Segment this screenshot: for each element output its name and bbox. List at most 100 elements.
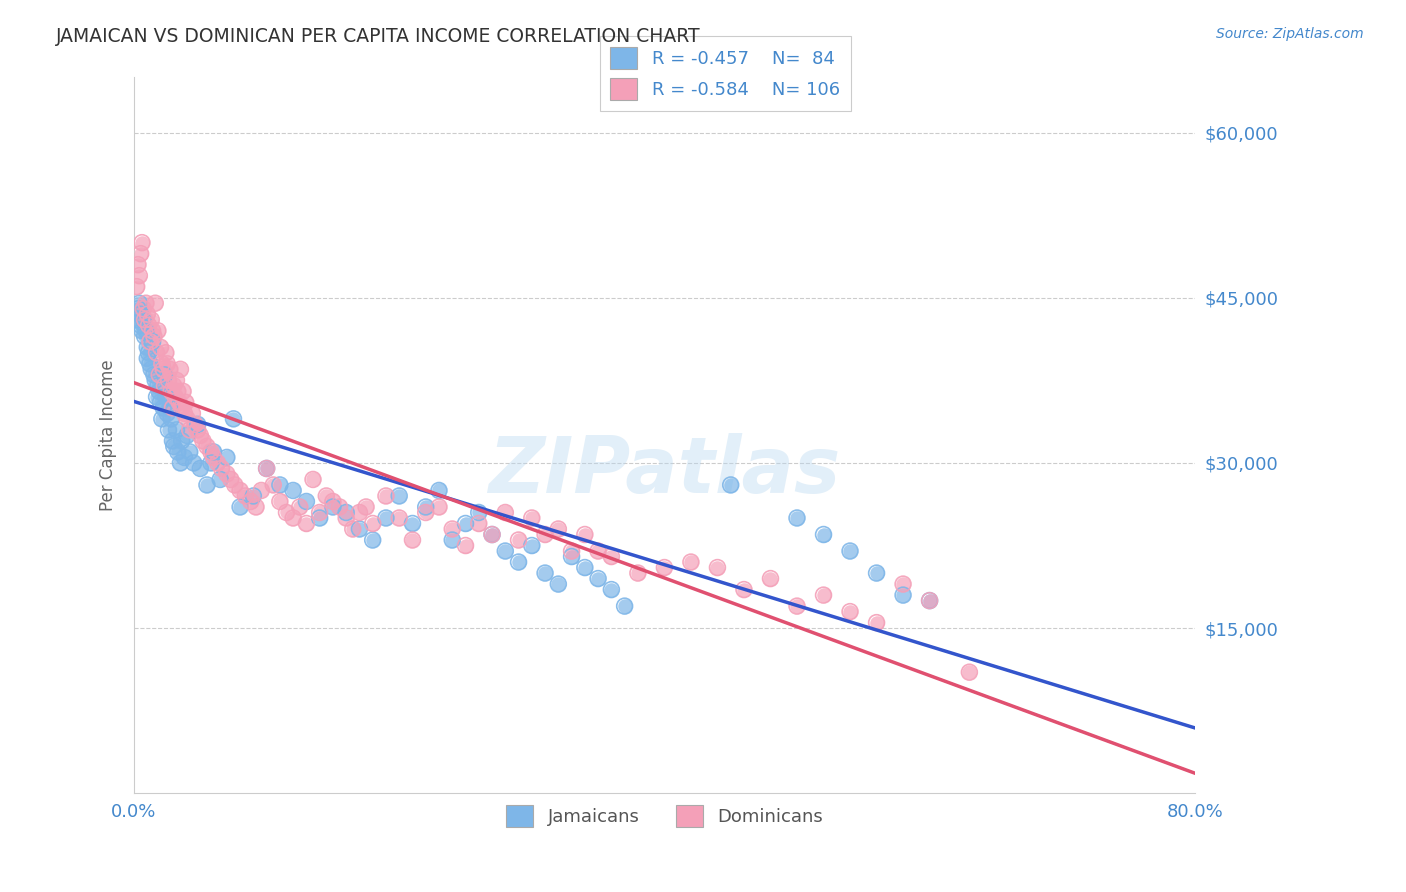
- Point: [415, 500, 437, 514]
- Point: [361, 516, 384, 531]
- Point: [627, 566, 650, 580]
- Point: [561, 544, 583, 558]
- Point: [235, 489, 257, 503]
- Point: [361, 533, 384, 547]
- Point: [129, 318, 152, 333]
- Point: [600, 582, 623, 597]
- Point: [143, 296, 166, 310]
- Point: [427, 483, 450, 498]
- Point: [142, 368, 165, 382]
- Point: [167, 395, 190, 409]
- Point: [574, 560, 596, 574]
- Point: [627, 566, 650, 580]
- Point: [200, 445, 222, 459]
- Point: [166, 373, 188, 387]
- Point: [136, 307, 159, 321]
- Y-axis label: Per Capita Income: Per Capita Income: [100, 359, 117, 511]
- Point: [335, 506, 357, 520]
- Point: [129, 307, 152, 321]
- Point: [146, 379, 169, 393]
- Point: [302, 473, 325, 487]
- Point: [139, 357, 162, 371]
- Point: [586, 544, 609, 558]
- Point: [202, 445, 225, 459]
- Point: [865, 615, 887, 630]
- Point: [200, 456, 222, 470]
- Point: [142, 334, 165, 349]
- Point: [141, 312, 163, 326]
- Point: [262, 478, 284, 492]
- Point: [160, 412, 183, 426]
- Point: [131, 235, 153, 250]
- Point: [202, 450, 225, 465]
- Point: [146, 324, 169, 338]
- Point: [136, 340, 159, 354]
- Point: [586, 572, 609, 586]
- Point: [125, 279, 148, 293]
- Point: [179, 423, 201, 437]
- Point: [654, 560, 676, 574]
- Point: [128, 268, 150, 283]
- Point: [508, 533, 530, 547]
- Point: [155, 390, 177, 404]
- Point: [159, 362, 181, 376]
- Point: [354, 500, 377, 514]
- Point: [441, 533, 464, 547]
- Point: [281, 483, 304, 498]
- Point: [222, 412, 245, 426]
- Point: [586, 572, 609, 586]
- Point: [132, 312, 155, 326]
- Point: [415, 506, 437, 520]
- Point: [891, 577, 914, 591]
- Point: [454, 539, 477, 553]
- Point: [427, 500, 450, 514]
- Point: [136, 351, 159, 366]
- Point: [129, 318, 152, 333]
- Point: [135, 324, 157, 338]
- Point: [342, 522, 364, 536]
- Point: [148, 384, 170, 399]
- Point: [839, 605, 862, 619]
- Point: [139, 357, 162, 371]
- Point: [401, 516, 423, 531]
- Point: [131, 324, 153, 338]
- Point: [520, 511, 543, 525]
- Point: [156, 406, 179, 420]
- Point: [152, 362, 174, 376]
- Point: [156, 357, 179, 371]
- Point: [179, 445, 201, 459]
- Point: [375, 511, 398, 525]
- Point: [361, 516, 384, 531]
- Point: [152, 362, 174, 376]
- Point: [169, 362, 191, 376]
- Point: [157, 373, 180, 387]
- Point: [155, 346, 177, 360]
- Point: [574, 560, 596, 574]
- Point: [813, 527, 835, 541]
- Point: [162, 434, 184, 448]
- Point: [454, 516, 477, 531]
- Point: [295, 516, 318, 531]
- Point: [468, 506, 491, 520]
- Point: [162, 434, 184, 448]
- Point: [169, 456, 191, 470]
- Point: [494, 544, 516, 558]
- Point: [245, 500, 267, 514]
- Point: [322, 500, 344, 514]
- Point: [534, 566, 557, 580]
- Point: [269, 478, 291, 492]
- Point: [173, 406, 195, 420]
- Point: [242, 489, 264, 503]
- Point: [534, 566, 557, 580]
- Point: [401, 533, 423, 547]
- Point: [149, 395, 172, 409]
- Point: [308, 506, 330, 520]
- Point: [184, 417, 207, 432]
- Point: [468, 516, 491, 531]
- Point: [415, 500, 437, 514]
- Point: [179, 445, 201, 459]
- Point: [759, 572, 782, 586]
- Point: [149, 340, 172, 354]
- Point: [127, 258, 149, 272]
- Point: [918, 593, 941, 607]
